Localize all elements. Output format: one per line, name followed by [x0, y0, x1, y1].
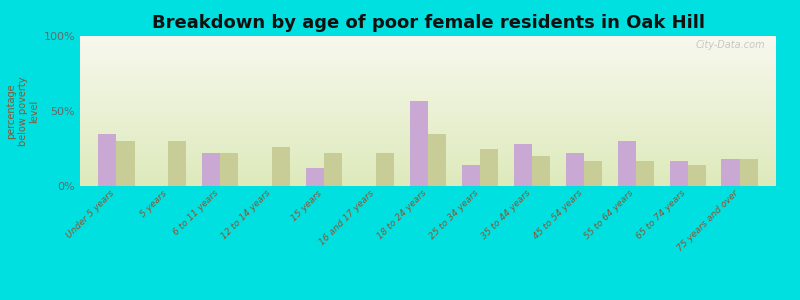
Bar [740, 159, 758, 186]
Bar [532, 156, 550, 186]
Bar [618, 141, 636, 186]
Bar [98, 134, 116, 186]
Bar [272, 147, 290, 186]
Bar [116, 141, 134, 186]
Bar [306, 168, 324, 186]
Bar [220, 153, 238, 186]
Bar [688, 165, 706, 186]
Bar [584, 160, 602, 186]
Bar [514, 144, 532, 186]
Bar [428, 134, 446, 186]
Bar [722, 159, 740, 186]
Bar [480, 148, 498, 186]
Bar [410, 100, 428, 186]
Bar [636, 160, 654, 186]
Bar [202, 153, 220, 186]
Y-axis label: percentage
below poverty
level: percentage below poverty level [6, 76, 39, 146]
Bar [462, 165, 480, 186]
Title: Breakdown by age of poor female residents in Oak Hill: Breakdown by age of poor female resident… [151, 14, 705, 32]
Bar [566, 153, 584, 186]
Bar [376, 153, 394, 186]
Text: City-Data.com: City-Data.com [696, 40, 766, 50]
Bar [324, 153, 342, 186]
Bar [168, 141, 186, 186]
Bar [670, 160, 688, 186]
